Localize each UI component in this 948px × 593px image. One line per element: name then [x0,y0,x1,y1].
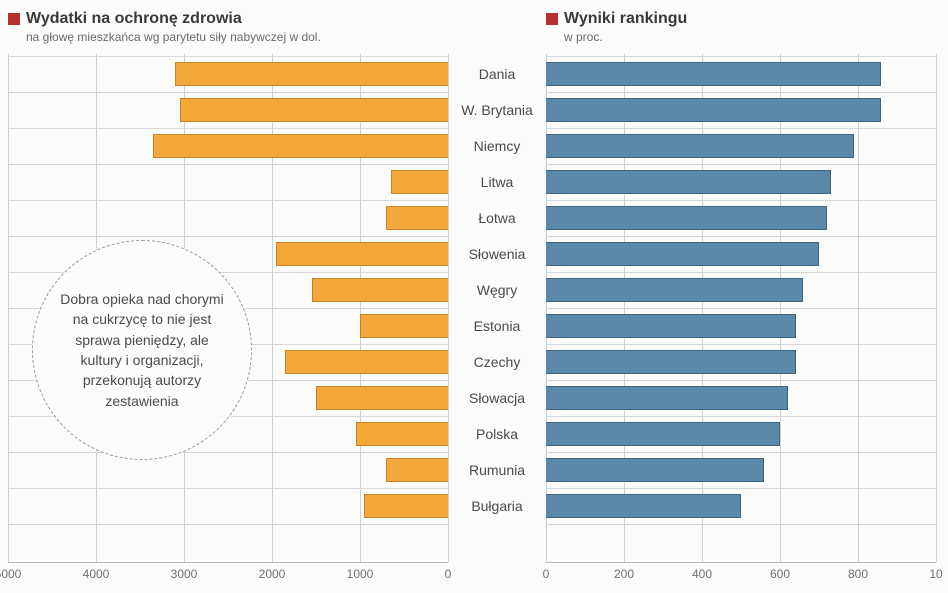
row-gridline [546,344,936,345]
right-title: Wyniki rankingu [564,10,687,28]
right-bar [546,350,796,374]
left-tick: 4000 [83,567,110,581]
dual-bar-chart: Wydatki na ochronę zdrowia na głowę mies… [8,8,940,585]
left-tick: 2000 [259,567,286,581]
accent-square-icon [8,13,20,25]
row-gridline [8,128,448,129]
row-gridline [546,236,936,237]
right-bar [546,98,881,122]
right-tick: 200 [614,567,634,581]
right-tick: 10 [929,567,942,581]
row-gridline [546,488,936,489]
category-label: Łotwa [448,206,546,230]
row-gridline [546,452,936,453]
right-bar [546,458,764,482]
left-header: Wydatki na ochronę zdrowia na głowę mies… [8,8,448,54]
row-gridline [546,272,936,273]
row-gridline [8,92,448,93]
gridline [936,54,937,562]
right-bar [546,134,854,158]
callout-circle: Dobra opieka nad chorymi na cukrzycę to … [32,240,252,460]
right-chart: Wyniki rankingu w proc. 020040060080010 [546,8,936,585]
row-gridline [8,452,448,453]
right-tick: 400 [692,567,712,581]
row-gridline [546,164,936,165]
left-title: Wydatki na ochronę zdrowia [26,10,242,28]
left-bar [180,98,448,122]
category-labels: Dania W. Brytania Niemcy Litwa Łotwa Słowenia… [448,8,546,585]
left-tick: 3000 [171,567,198,581]
row-gridline [546,524,936,525]
right-bar [546,170,831,194]
row-gridline [546,380,936,381]
category-label: Rumunia [448,458,546,482]
row-gridline [546,416,936,417]
callout-text: Dobra opieka nad chorymi na cukrzycę to … [59,289,225,411]
left-bar [386,206,448,230]
left-bar [391,170,448,194]
left-axis: 500040003000200010000 [8,563,448,585]
category-label: W. Brytania [448,98,546,122]
labels-header-spacer [448,8,546,54]
labels-axis-spacer [448,563,546,585]
row-gridline [546,128,936,129]
right-tick: 600 [770,567,790,581]
labels-plot: Dania W. Brytania Niemcy Litwa Łotwa Słowenia… [448,54,546,563]
row-gridline [8,236,448,237]
left-bar [316,386,448,410]
category-label: Bułgaria [448,494,546,518]
row-gridline [8,524,448,525]
category-label: Słowenia [448,242,546,266]
left-bar [175,62,448,86]
right-bar [546,494,741,518]
right-header: Wyniki rankingu w proc. [546,8,936,54]
right-bar [546,422,780,446]
row-gridline [8,488,448,489]
category-label: Dania [448,62,546,86]
right-bar [546,242,819,266]
accent-square-icon [546,13,558,25]
category-label: Polska [448,422,546,446]
right-bar [546,62,881,86]
right-bar [546,314,796,338]
category-label: Węgry [448,278,546,302]
category-label: Niemcy [448,134,546,158]
left-bar [312,278,448,302]
left-bar [360,314,448,338]
left-tick: 5000 [0,567,21,581]
row-gridline [8,200,448,201]
category-label: Litwa [448,170,546,194]
right-tick: 0 [543,567,550,581]
right-axis: 020040060080010 [546,563,936,585]
left-bar [285,350,448,374]
category-label: Czechy [448,350,546,374]
left-bar [364,494,448,518]
right-plot [546,54,936,563]
right-bar [546,278,803,302]
left-tick: 1000 [347,567,374,581]
left-bar [386,458,448,482]
row-gridline [546,92,936,93]
category-label: Estonia [448,314,546,338]
left-bar [276,242,448,266]
category-label: Słowacja [448,386,546,410]
row-gridline [546,308,936,309]
row-gridline [546,56,936,57]
row-gridline [546,200,936,201]
right-bar [546,386,788,410]
left-subtitle: na głowę mieszkańca wg parytetu siły nab… [26,30,448,44]
right-bar [546,206,827,230]
right-subtitle: w proc. [564,30,936,44]
row-gridline [8,56,448,57]
left-bar [153,134,448,158]
left-bar [356,422,448,446]
row-gridline [8,164,448,165]
right-tick: 800 [848,567,868,581]
